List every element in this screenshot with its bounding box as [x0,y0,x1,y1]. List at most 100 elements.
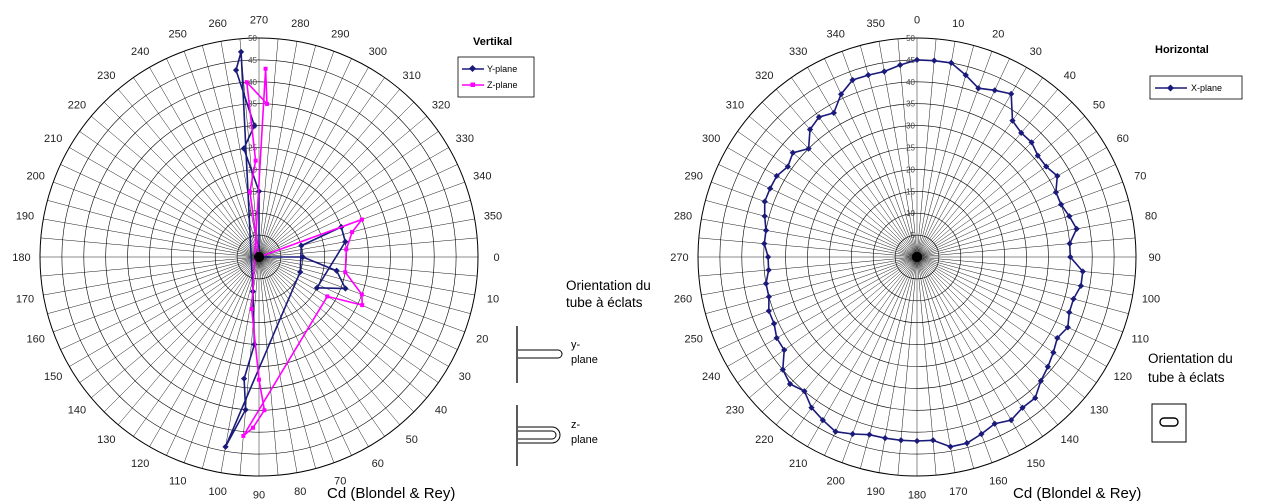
z-plane-label-line2: plane [571,434,598,446]
angle-tick-label: 190 [867,486,885,498]
data-point [298,242,305,249]
angle-tick-label: 290 [331,29,349,41]
data-point [240,145,247,152]
angle-tick-label: 100 [1142,293,1160,305]
grid-spoke [258,89,400,258]
grid-spoke [118,89,260,258]
grid-spoke [916,256,1073,413]
grid-spoke [220,41,260,258]
grid-spoke [118,256,260,425]
radial-tick-label: 25 [248,144,257,153]
data-point [897,437,905,444]
angle-tick-label: 120 [131,458,149,470]
grid-spoke [202,256,260,469]
grid-spoke [807,256,918,447]
polar-chart-vertical: 270 280 290 300 310 320 330 340 350 0 10 20 30 40 50 60… [12,14,502,501]
angle-tick-label: 170 [16,293,34,305]
data-point [947,443,954,450]
grid-spoke [258,77,385,258]
data-point [249,307,254,312]
angle-tick-label: 260 [209,18,227,30]
data-point [262,408,267,413]
angle-tick-label: 230 [97,70,115,82]
data-point [770,320,778,327]
grid-spoke [47,200,260,258]
series-line [224,51,347,448]
grid-spoke [40,256,260,277]
data-point [232,66,240,74]
data-point [242,406,249,413]
legend-title: Vertikal [473,36,512,48]
data-point [299,253,306,261]
angle-tick-label: 330 [789,46,807,58]
y-plane-label-line1: y- [571,339,581,351]
grid-spoke [258,256,352,456]
angle-tick-label: 70 [334,475,346,487]
angle-tick-label: 90 [1148,252,1160,264]
data-point [761,240,768,247]
grid-spoke [79,131,260,258]
series-y-plane [222,48,349,450]
grid-spoke [258,38,279,258]
grid-spoke [718,256,918,350]
legend-box [457,56,535,98]
grid-spoke [53,181,260,258]
data-point [1054,334,1061,342]
grid-spoke [916,181,1123,258]
grid-spoke [91,256,260,398]
radial-tick-label: 40 [906,78,915,87]
data-point [991,87,998,94]
radial-tick-label: 10 [906,209,915,218]
grid-spoke [258,256,449,367]
data-point [1079,268,1086,275]
data-point [913,437,921,445]
data-point [1067,253,1074,261]
data-point [784,163,791,170]
radial-tick-label: 20 [906,165,915,174]
radial-tick-label: 40 [248,78,257,87]
data-point [881,435,889,442]
data-point [830,109,837,116]
grid-spoke [916,256,956,473]
data-point [297,268,304,276]
grid-spoke [166,256,260,456]
grid-spoke [718,164,918,258]
angle-tick-label: 30 [459,371,471,383]
x-plane-tube-icon [1151,403,1187,443]
angle-tick-label: 130 [1090,405,1108,417]
grid-spoke [69,147,260,258]
grid-spoke [916,51,993,258]
data-point [761,213,768,220]
data-point [789,149,796,156]
grid-spoke [698,237,918,258]
angle-tick-label: 190 [16,211,34,223]
angle-tick-label: 200 [27,171,45,183]
angle-tick-label: 220 [68,99,86,111]
grid-spoke [258,256,335,463]
grid-spoke [916,164,1116,258]
legend-label-z-plane: Z-plane [487,80,518,90]
angle-tick-label: 150 [44,371,62,383]
grid-spoke [807,67,918,258]
data-point [819,417,826,424]
radial-tick-label: 25 [906,144,915,153]
polar-chart-horizontal: 0 10 20 30 40 50 60 70 80 90 100 110 120 130 140 150 160… [670,14,1161,501]
data-point [251,122,258,129]
angle-tick-label: 10 [952,18,964,30]
grid-spoke [701,218,918,258]
grid-spoke [258,256,439,383]
data-point [808,404,815,411]
grid-spoke [258,256,458,350]
data-point [929,437,937,444]
radial-tick-label: 5 [911,231,916,240]
grid-spoke [916,256,1116,350]
grid-spoke [258,237,478,258]
grid-spoke [258,67,369,258]
data-point [343,270,348,275]
angle-tick-label: 0 [494,252,500,264]
y-plane-tube-icon [516,326,563,383]
grid-spoke [258,200,471,258]
data-point [313,284,321,291]
data-point [360,303,365,308]
data-point [1066,309,1073,316]
